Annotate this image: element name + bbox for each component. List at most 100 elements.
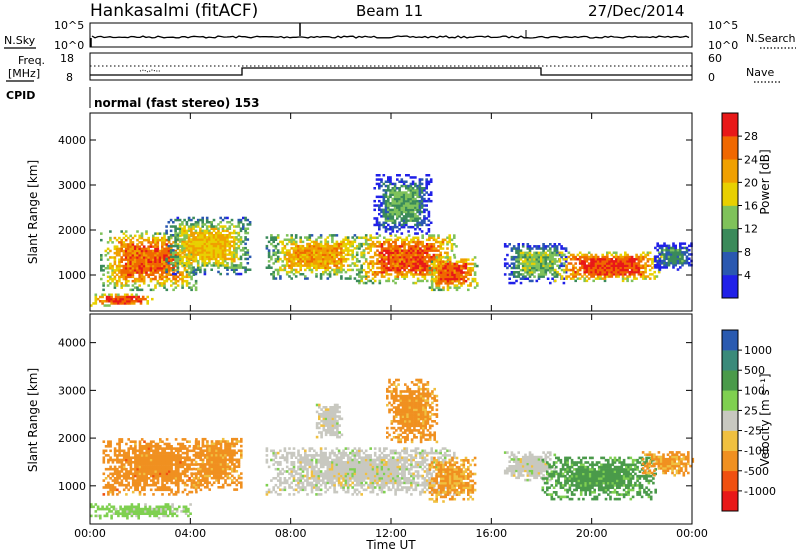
heatmap-cell [549,255,552,259]
heatmap-cell [126,302,129,305]
heatmap-cell [411,217,415,220]
heatmap-cell [444,282,447,285]
heatmap-cell [168,493,171,496]
heatmap-cell [414,223,417,227]
heatmap-cell [109,264,112,268]
heatmap-cell [416,204,419,207]
heatmap-cell [163,260,166,263]
heatmap-cell [161,461,164,464]
heatmap-cell [109,488,112,492]
heatmap-cell [224,458,227,462]
heatmap-cell [301,260,305,263]
heatmap-cell [165,451,169,455]
heatmap-cell [161,488,164,492]
heatmap-cell [517,255,520,259]
heatmap-cell [126,295,129,299]
heatmap-cell [190,474,194,478]
heatmap-cell [206,458,209,462]
heatmap-cell [322,264,325,267]
heatmap-cell [125,454,128,457]
heatmap-cell [199,231,202,235]
heatmap-cell [172,472,176,476]
heatmap-cell [145,467,148,471]
heatmap-cell [143,479,146,482]
heatmap-cell [226,451,230,455]
heatmap-cell [353,238,357,241]
heatmap-cell [462,264,466,268]
heatmap-cell [116,458,119,462]
heatmap-cell [133,282,137,285]
heatmap-cell [542,247,545,250]
heatmap-cell [136,262,139,266]
heatmap-cell [679,255,682,258]
heatmap-cell [165,229,168,233]
heatmap-cell [428,267,432,270]
heatmap-cell [163,479,167,482]
heatmap-cell [228,253,232,256]
heatmap-cell [319,260,323,263]
heatmap-cell [437,255,440,259]
heatmap-cell [145,271,148,274]
heatmap-cell [531,279,534,283]
cpid-label: CPID [6,89,35,102]
heatmap-cell [599,258,602,261]
heatmap-cell [131,271,135,274]
heatmap-cell [310,264,314,267]
heatmap-cell [331,234,334,237]
heatmap-cell [304,253,307,257]
heatmap-cell [590,255,593,259]
heatmap-cell [170,474,173,478]
heatmap-cell [124,277,128,281]
heatmap-cell [648,264,652,267]
heatmap-cell [233,249,236,252]
heatmap-cell [621,258,625,261]
heatmap-cell [387,260,391,263]
heatmap-cell [526,262,530,265]
heatmap-cell [615,253,618,257]
heatmap-cell [512,262,516,265]
heatmap-cell [217,244,220,248]
heatmap-cell [131,451,135,455]
heatmap-cell [382,182,386,186]
heatmap-cell [168,477,171,480]
heatmap-cell [206,460,209,464]
heatmap-cell [391,208,395,212]
heatmap-cell [416,191,419,194]
heatmap-cell [556,264,559,267]
heatmap-cell [221,467,225,471]
heatmap-cell [147,236,150,240]
heatmap-cell [233,253,236,256]
heatmap-cell [521,266,525,270]
heatmap-cell [337,242,341,246]
heatmap-cell [116,467,119,471]
heatmap-cell [574,275,577,278]
heatmap-cell [562,247,566,250]
heatmap-cell [672,255,675,258]
heatmap-cell [165,465,169,469]
heatmap-cell [378,225,381,229]
heatmap-cell [177,467,180,471]
heatmap-cell [553,262,557,265]
heatmap-cell [364,238,368,242]
heatmap-cell [219,453,223,457]
heatmap-cell [458,286,461,289]
heatmap-cell [174,272,177,276]
heatmap-cell [392,268,395,272]
heatmap-cell [201,458,205,462]
heatmap-cell [335,242,339,246]
heatmap-cell [418,210,422,214]
heatmap-cell [342,251,345,254]
heatmap-cell [328,251,332,254]
heatmap-cell [667,248,671,252]
heatmap-cell [285,270,289,274]
heatmap-cell [281,264,284,267]
heatmap-cell [201,449,205,452]
heatmap-cell [414,268,418,272]
heatmap-cell [206,444,209,448]
heatmap-cell [439,243,442,246]
heatmap-cell [358,247,361,250]
heatmap-cell [156,271,160,274]
heatmap-cell [322,249,325,252]
heatmap-cell [642,270,645,274]
heatmap-cell [328,262,332,265]
